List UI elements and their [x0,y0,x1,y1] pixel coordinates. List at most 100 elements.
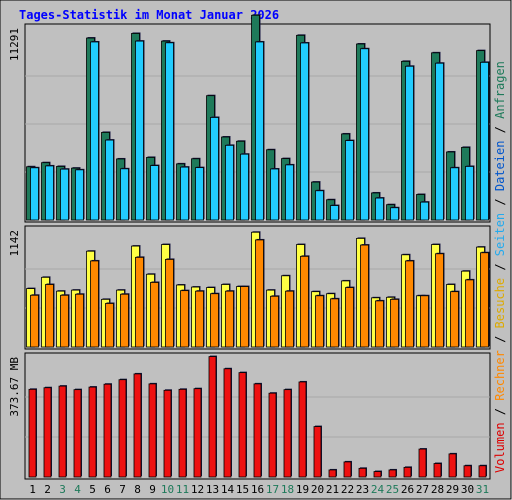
day-label-6: 6 [104,483,111,496]
legend-part-1: / [493,401,507,423]
bar-volumen-day-26 [403,466,412,478]
bar-dateien-day-19 [300,42,309,221]
day-label-31: 31 [476,483,489,496]
bar-besuche-day-4 [75,293,84,348]
day-label-17: 17 [266,483,279,496]
legend-part-5: / [493,256,507,278]
bar-dateien-day-6 [105,139,114,221]
day-label-30: 30 [461,483,474,496]
bar-besuche-day-9 [150,282,159,348]
bar-besuche-day-12 [195,290,204,348]
panel-3: 373.67 MB [8,352,491,480]
bar-volumen-day-4 [73,389,82,478]
bar-volumen-day-12 [193,388,202,478]
bar-besuche-day-20 [315,295,324,348]
bar-volumen-day-1 [28,388,37,478]
bar-besuche-day-17 [270,295,279,348]
bar-dateien-day-5 [90,41,99,221]
bar-besuche-day-11 [180,290,189,348]
bar-besuche-day-25 [390,298,399,348]
bar-dateien-day-22 [345,140,354,221]
bar-dateien-day-3 [60,168,69,221]
bar-dateien-day-25 [390,207,399,221]
day-label-9: 9 [149,483,156,496]
legend-part-2: Rechner [493,350,507,401]
bar-volumen-day-5 [88,386,97,478]
day-label-24: 24 [371,483,385,496]
bar-dateien-day-11 [180,166,189,221]
bar-dateien-day-15 [240,153,249,221]
y-max-label: 1142 [8,230,21,257]
panel-frame [24,225,491,350]
bar-besuche-day-22 [345,287,354,348]
bar-dateien-day-17 [270,168,279,221]
bar-dateien-day-1 [30,167,39,221]
panel-1: 11291 [8,14,491,223]
day-label-27: 27 [416,483,429,496]
bar-volumen-day-22 [343,461,352,478]
bar-besuche-day-8 [135,256,144,348]
side-legend: Volumen / Rechner / Besuche / Seiten / D… [493,61,507,473]
bar-besuche-day-26 [405,260,414,348]
bar-besuche-day-7 [120,293,129,348]
bar-dateien-day-26 [405,65,414,221]
bar-volumen-day-6 [103,383,112,478]
bar-besuche-day-6 [105,303,114,348]
legend-part-9: / [493,119,507,141]
bar-besuche-day-21 [330,298,339,348]
bar-dateien-day-8 [135,40,144,221]
bar-besuche-day-27 [420,295,429,348]
bar-dateien-day-27 [420,201,429,221]
bar-dateien-day-7 [120,168,129,221]
y-max-label: 11291 [8,28,21,61]
bar-besuche-day-2 [45,284,54,348]
day-label-1: 1 [29,483,36,496]
bar-dateien-day-9 [150,165,159,221]
day-label-21: 21 [326,483,339,496]
day-label-13: 13 [206,483,219,496]
bar-besuche-day-13 [210,293,219,348]
bar-dateien-day-31 [480,61,489,221]
panel-2: 1142 [8,225,491,350]
bar-volumen-day-19 [298,381,307,478]
bar-volumen-day-31 [478,465,487,478]
day-label-18: 18 [281,483,294,496]
day-label-26: 26 [401,483,414,496]
bar-besuche-day-16 [255,239,264,348]
day-label-16: 16 [251,483,264,496]
bar-volumen-day-3 [58,385,67,478]
bar-volumen-day-25 [388,469,397,478]
bar-volumen-day-11 [178,388,187,478]
bar-besuche-day-15 [240,286,249,348]
bar-besuche-day-10 [165,259,174,348]
bar-dateien-day-29 [450,167,459,221]
bar-dateien-day-21 [330,205,339,221]
chart-panels: 11291 1142 373.67 MB [8,14,491,480]
day-label-25: 25 [386,483,399,496]
bar-besuche-day-5 [90,260,99,348]
bar-besuche-day-31 [480,252,489,348]
bar-dateien-day-30 [465,166,474,221]
bar-dateien-day-16 [255,41,264,221]
legend-part-4: Besuche [493,278,507,329]
legend-part-10: Anfragen [493,61,507,119]
legend-part-3: / [493,328,507,350]
day-label-19: 19 [296,483,309,496]
bar-volumen-day-18 [283,389,292,478]
bar-dateien-day-24 [375,197,384,221]
bar-dateien-day-2 [45,165,54,221]
bar-volumen-day-29 [448,453,457,478]
bar-volumen-day-8 [133,373,142,478]
panel-frame [24,352,491,480]
bar-dateien-day-10 [165,42,174,221]
x-axis-day-labels: 1 2 3 4 5 6 7 8 9 10 11 12 13 14 15 16 17 18 19 20 21 22 23 24 2… [29,483,489,496]
bar-volumen-day-15 [238,372,247,478]
bar-dateien-day-20 [315,190,324,221]
bar-besuche-day-30 [465,279,474,348]
day-label-28: 28 [431,483,444,496]
day-label-11: 11 [176,483,189,496]
day-label-29: 29 [446,483,459,496]
bar-besuche-day-3 [60,294,69,348]
bar-dateien-day-14 [225,144,234,221]
chart-title: Tages-Statistik im Monat Januar 2026 [19,8,279,22]
